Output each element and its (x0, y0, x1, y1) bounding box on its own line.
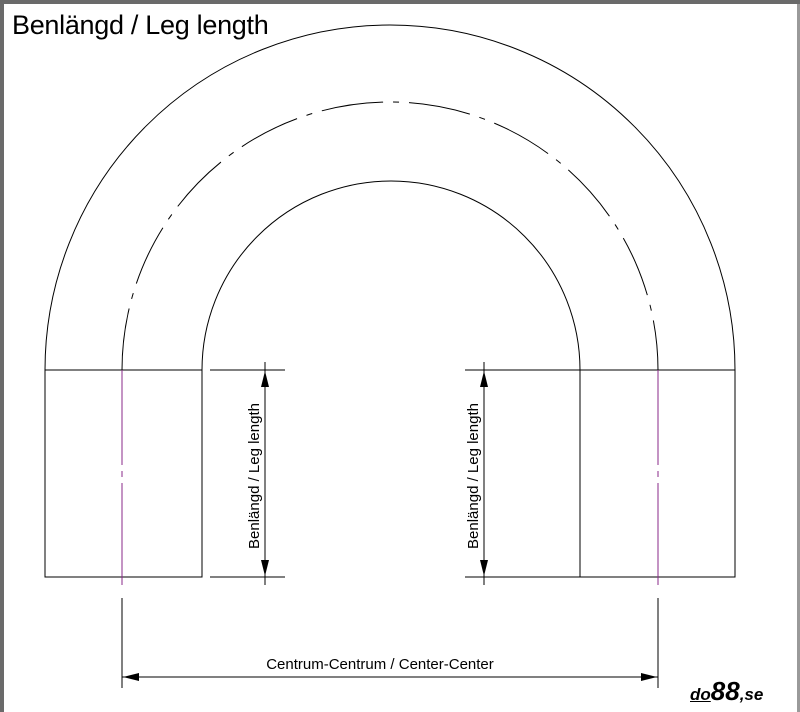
logo-prefix: do (690, 685, 711, 704)
center-arc (121, 101, 659, 371)
logo-suffix: ,se (739, 685, 764, 704)
leg-length-label-left: Benlängd / Leg length (246, 403, 263, 549)
logo-number: 88 (710, 676, 740, 706)
drawing-title: Benlängd / Leg length (12, 10, 269, 40)
outer-arc (44, 24, 736, 371)
arrowhead (480, 560, 488, 576)
arrowhead (480, 371, 488, 387)
arrowhead (261, 560, 269, 576)
arrowhead (261, 371, 269, 387)
arrowhead (641, 673, 657, 681)
do88-logo: do88,se (690, 676, 763, 707)
leg-length-label-right: Benlängd / Leg length (465, 403, 482, 549)
left-leg (44, 369, 203, 578)
center-center-label: Centrum-Centrum / Center-Center (266, 656, 494, 673)
arrowhead (123, 673, 139, 681)
inner-arc (201, 180, 581, 371)
